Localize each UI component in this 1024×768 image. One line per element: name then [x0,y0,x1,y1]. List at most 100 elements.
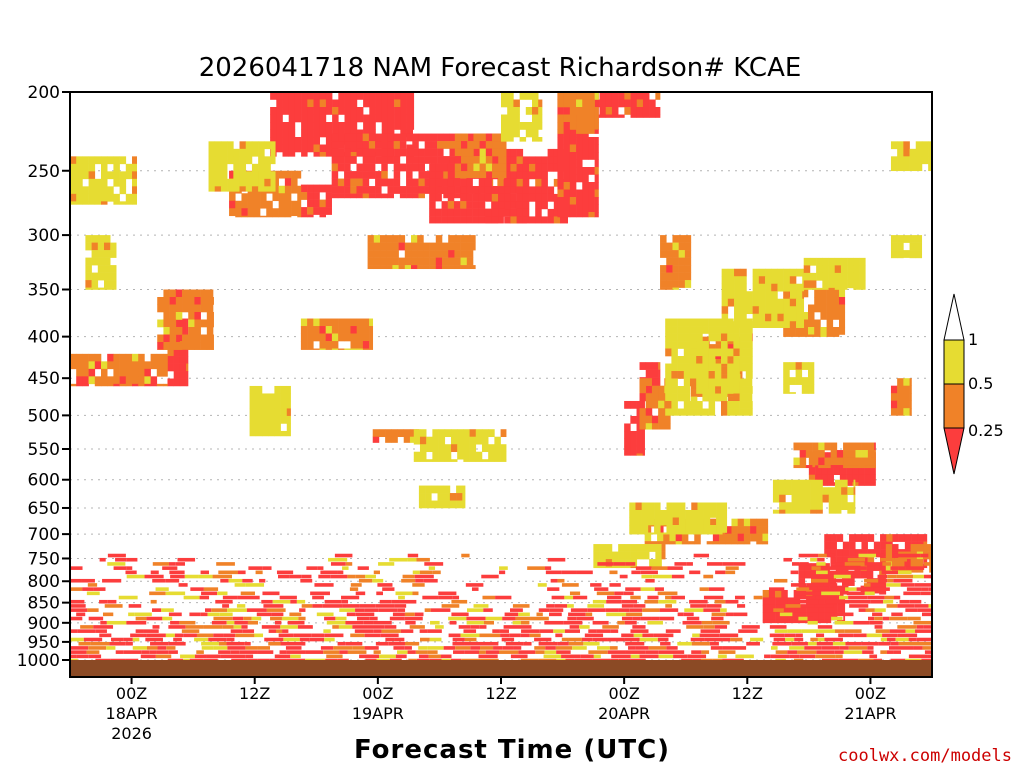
ri-cell [820,326,827,335]
ri-cell [882,562,892,566]
ri-cell [672,272,679,281]
ri-cell [588,92,595,100]
ri-cell [783,321,791,328]
ri-cell [270,107,277,115]
ri-cell [834,287,842,290]
ri-cell [467,163,474,172]
ri-cell [325,129,333,138]
ri-cell [441,250,449,258]
ri-cell [847,257,854,266]
ri-cell [869,654,878,659]
ri-cell [463,629,477,633]
ri-cell [424,156,432,164]
ri-cell [274,430,281,437]
ri-cell [582,167,589,175]
ri-cell [874,465,876,469]
y-tick-label: 200 [28,83,60,103]
credit-text[interactable]: coolwx.com/models [838,746,1012,766]
ri-cell [288,114,296,123]
ri-cell [582,122,589,130]
ri-cell [752,291,760,300]
ri-cell [647,509,655,518]
ri-cell [386,242,393,251]
ri-cell [125,163,133,172]
ri-cell [796,587,810,591]
ri-cell [642,608,660,612]
ri-cell [827,474,834,483]
ri-cell [339,608,356,612]
ri-cell [876,553,885,558]
ri-cell [175,311,183,320]
ri-cell [182,334,189,343]
ri-cell [665,386,672,394]
ri-cell [535,163,542,172]
ri-cell [319,318,326,327]
ri-cell [665,393,672,402]
ri-cell [194,319,201,328]
ri-cell [592,620,609,625]
ri-cell [853,257,860,266]
ri-cell [307,341,314,349]
ri-cell [208,178,216,187]
ri-cell [641,574,653,579]
ri-cell [802,321,805,328]
ri-cell [701,620,713,625]
ri-cell [261,625,281,629]
ri-cell [777,276,784,285]
ri-cell [85,242,92,251]
ri-cell [510,171,517,180]
ri-cell [799,450,807,458]
ri-cell [504,163,511,172]
ri-cell [369,333,374,342]
ri-cell [708,356,716,364]
ri-cell [88,163,96,172]
ri-cell [264,156,271,165]
ri-cell [762,533,769,542]
ri-cell [494,459,501,462]
ri-cell [722,502,728,511]
ri-cell [785,479,792,488]
ri-cell [655,544,662,552]
ri-cell [856,587,874,591]
ri-cell [793,457,800,466]
ri-cell [443,493,451,501]
ri-cell [621,604,634,608]
ri-cell [466,208,473,217]
ri-cell [751,401,753,409]
ri-cell [274,620,282,625]
ri-cell [381,629,401,633]
ri-cell [485,133,493,142]
ri-cell [186,318,189,327]
ri-cell [823,585,830,594]
ri-cell [783,289,790,298]
ri-cell [499,566,508,570]
ri-cell [76,654,89,659]
ri-cell [896,574,914,579]
ri-cell [922,646,932,650]
ri-cell [251,616,262,621]
ri-cell [103,265,111,273]
ri-cell [232,616,244,621]
y-tick-label: 350 [28,280,60,300]
legend: 1 0.5 0.25 [943,293,1004,475]
y-tick-label: 400 [28,328,60,348]
ri-cell [630,453,637,456]
y-tick-label: 300 [28,226,60,246]
ri-cell [438,444,446,453]
ri-cell [499,650,519,654]
ri-cell [808,362,815,370]
ground-band [70,660,932,677]
ri-cell [908,654,928,659]
ri-cell [703,608,721,612]
ri-cell [367,625,385,629]
ri-cell [843,650,863,654]
ri-cell [263,604,284,608]
ri-cell [630,415,637,424]
ri-cell [765,268,772,277]
ri-cell [652,574,672,579]
ri-cell [677,341,685,349]
ri-cell [504,141,507,149]
ri-cell [346,612,356,617]
ri-cell [846,591,865,596]
ri-cell [356,178,363,187]
